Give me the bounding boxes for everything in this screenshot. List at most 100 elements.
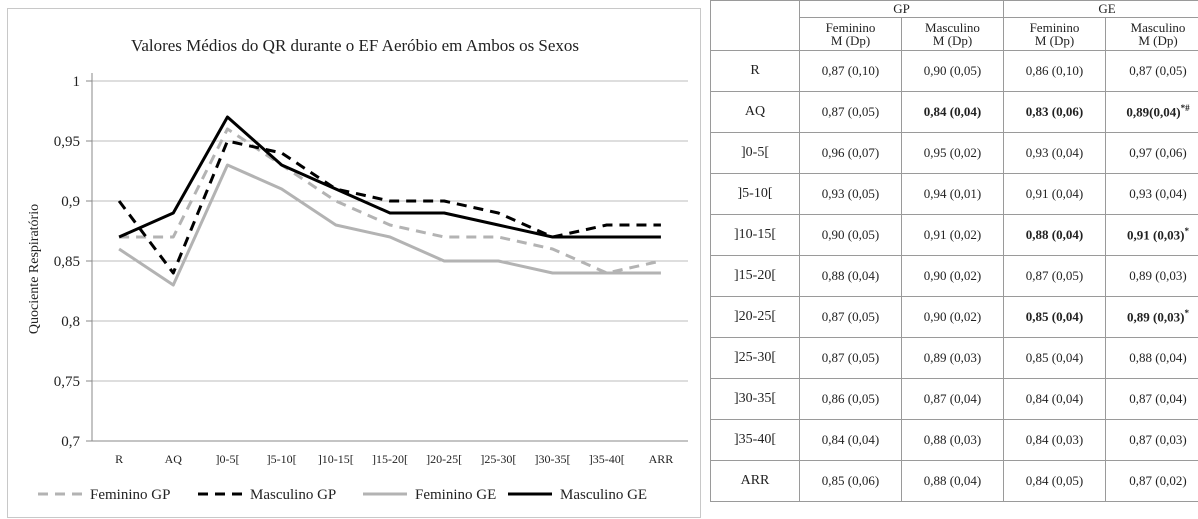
table-cell: 0,85 (0,04) [1004,297,1106,338]
table-cell: 0,90 (0,02) [902,256,1004,297]
subheader-ge-masculino: Masculino M (Dp) [1106,18,1198,51]
y-tick-labels: 0,70,750,80,850,90,951 [54,74,81,450]
table-cell: 0,85 (0,04) [1004,338,1106,379]
cell-value: 0,88 (0,04) [1026,227,1083,242]
cell-value: 0,85 (0,06) [822,473,879,488]
table-cell: 0,87 (0,02) [1106,461,1198,502]
table-cell: 0,87 (0,10) [800,51,902,92]
table-cell: 0,88 (0,04) [1106,338,1198,379]
cell-value: 0,93 (0,05) [822,186,879,201]
table-cell: 0,88 (0,04) [1004,215,1106,256]
table-cell: 0,87 (0,03) [1106,420,1198,461]
table-cell: 0,95 (0,02) [902,133,1004,174]
cell-value: 0,87 (0,02) [1129,473,1186,488]
qr-stats-table: GP GE Feminino M (Dp) Masculino M (Dp) F… [710,0,1198,502]
x-tick-label: ]30-35[ [535,452,571,466]
subheader-stat: M (Dp) [1035,33,1074,48]
table-cell: 0,88 (0,03) [902,420,1004,461]
cell-value: 0,89 (0,03) [1127,310,1184,325]
table-cell: 0,87 (0,05) [800,338,902,379]
table-cell: 0,93 (0,05) [800,174,902,215]
legend-label-feminino-gp: Feminino GP [90,487,170,503]
cell-value: 0,88 (0,03) [924,432,981,447]
cell-value: 0,87 (0,05) [822,309,879,324]
cell-value: 0,87 (0,05) [1026,268,1083,283]
significance-mark: * [1184,308,1189,318]
table-cell: 0,90 (0,05) [800,215,902,256]
y-tick-label: 0,85 [54,254,80,270]
line-chart: Valores Médios do QR durante o EF Aeróbi… [8,9,702,519]
cell-value: 0,91 (0,03) [1127,228,1184,243]
table-cell: 0,91 (0,04) [1004,174,1106,215]
cell-value: 0,87 (0,04) [1129,391,1186,406]
cell-value: 0,96 (0,07) [822,145,879,160]
table-cell: 0,84 (0,05) [1004,461,1106,502]
cell-value: 0,87 (0,05) [822,104,879,119]
table-cell: 0,89 (0,03)* [1106,297,1198,338]
table-cell: 0,84 (0,03) [1004,420,1106,461]
table-cell: 0,89(0,04)*# [1106,92,1198,133]
table-cell: 0,85 (0,06) [800,461,902,502]
table-row: ]20-25[0,87 (0,05)0,90 (0,02)0,85 (0,04)… [711,297,1198,338]
table-cell: 0,87 (0,05) [800,297,902,338]
table-cell: 0,90 (0,02) [902,297,1004,338]
table-cell: 0,94 (0,01) [902,174,1004,215]
table-row: ]35-40[0,84 (0,04)0,88 (0,03)0,84 (0,03)… [711,420,1198,461]
row-label: ARR [711,461,800,502]
cell-value: 0,91 (0,02) [924,227,981,242]
cell-value: 0,86 (0,10) [1026,63,1083,78]
table-cell: 0,84 (0,04) [800,420,902,461]
y-tick-label: 0,75 [54,374,80,390]
row-label: ]10-15[ [711,215,800,256]
x-tick-label: ]15-20[ [372,452,408,466]
cell-value: 0,86 (0,05) [822,391,879,406]
table-cell: 0,96 (0,07) [800,133,902,174]
series-line-masculino-gp [119,141,661,273]
cell-value: 0,87 (0,04) [924,391,981,406]
table-cell: 0,90 (0,05) [902,51,1004,92]
cell-value: 0,90 (0,05) [822,227,879,242]
table-cell: 0,84 (0,04) [1004,379,1106,420]
x-tick-label: ]0-5[ [215,452,239,466]
cell-value: 0,84 (0,04) [1026,391,1083,406]
significance-mark: * [1184,226,1189,236]
table-cell: 0,87 (0,05) [1004,256,1106,297]
x-tick-label: ]5-10[ [267,452,297,466]
cell-value: 0,88 (0,04) [924,473,981,488]
chart-title: Valores Médios do QR durante o EF Aeróbi… [131,36,579,55]
stats-table-wrapper: GP GE Feminino M (Dp) Masculino M (Dp) F… [710,0,1198,517]
cell-value: 0,87 (0,05) [1129,63,1186,78]
y-tick-label: 0,95 [54,134,80,150]
row-label: ]30-35[ [711,379,800,420]
x-tick-label: ]10-15[ [318,452,354,466]
row-label: ]5-10[ [711,174,800,215]
chart-panel: Valores Médios do QR durante o EF Aeróbi… [7,8,701,518]
subheader-stat: M (Dp) [831,33,870,48]
legend-label-masculino-ge: Masculino GE [560,487,647,503]
table-row: ARR 0,85 (0,06) 0,88 (0,04) 0,84 (0,05) 0,87… [711,461,1198,502]
y-tick-label: 0,9 [61,194,80,210]
table-cell: 0,97 (0,06) [1106,133,1198,174]
table-cell: 0,88 (0,04) [902,461,1004,502]
y-tick-label: 0,8 [61,314,80,330]
cell-value: 0,85 (0,04) [1026,350,1083,365]
table-cell: 0,89 (0,03) [1106,256,1198,297]
group-header-gp: GP [800,1,1004,18]
cell-value: 0,97 (0,06) [1129,145,1186,160]
cell-value: 0,84 (0,03) [1026,432,1083,447]
cell-value: 0,94 (0,01) [924,186,981,201]
cell-value: 0,89 (0,03) [1129,268,1186,283]
table-cell: 0,87 (0,05) [800,92,902,133]
cell-value: 0,91 (0,04) [1026,186,1083,201]
row-label: AQ [711,92,800,133]
table-cell: 0,89 (0,03) [902,338,1004,379]
subheader-gp-masculino: Masculino M (Dp) [902,18,1004,51]
y-tick-label: 1 [73,74,81,90]
corner-cell [711,1,800,51]
cell-value: 0,90 (0,05) [924,63,981,78]
table-cell: 0,86 (0,10) [1004,51,1106,92]
